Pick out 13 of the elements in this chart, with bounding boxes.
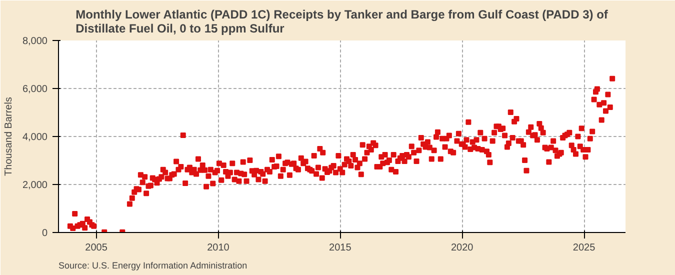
y-tick-label: 6,000 bbox=[22, 84, 48, 95]
y-tick-label: 2,000 bbox=[22, 180, 48, 191]
y-axis-title: Thousand Barrels bbox=[3, 97, 14, 176]
x-tick-label: 2005 bbox=[85, 242, 108, 254]
y-tick-label: 8,000 bbox=[22, 36, 48, 47]
y-tick-label: 0 bbox=[42, 228, 48, 239]
x-tick-label: 2010 bbox=[207, 242, 230, 254]
chart-title: Monthly Lower Atlantic (PADD 1C) Receipts by Tanker and Barge from Gulf Coast (PADD 3) of Distillate Fuel Oil, 0 to 15 ppm Sulfur bbox=[76, 8, 609, 36]
x-tick-label: 2020 bbox=[450, 242, 474, 254]
x-tick-label: 2025 bbox=[572, 242, 596, 254]
x-tick-label: 2015 bbox=[329, 242, 352, 254]
source-note: Source: U.S. Energy Information Administration bbox=[58, 260, 248, 270]
y-tick-label: 4,000 bbox=[22, 132, 48, 143]
